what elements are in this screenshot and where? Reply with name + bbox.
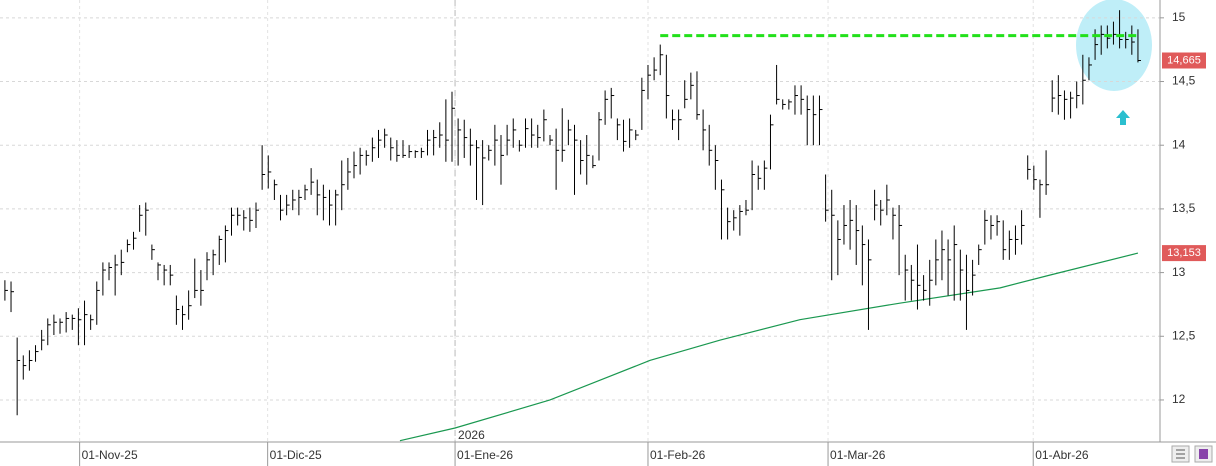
plot-layer bbox=[0, 0, 1160, 442]
y-tick-label: 14,5 bbox=[1172, 74, 1196, 88]
annotation-arrow bbox=[1116, 110, 1130, 125]
y-tick-label: 14 bbox=[1172, 137, 1186, 151]
save-icon bbox=[1199, 449, 1208, 459]
y-tick-label: 15 bbox=[1172, 10, 1186, 24]
moving-average-line bbox=[399, 252, 1139, 442]
y-tick-label: 13,5 bbox=[1172, 201, 1196, 215]
x-tick-label: 01-Dic-25 bbox=[270, 448, 322, 462]
year-label: 2026 bbox=[458, 428, 485, 442]
x-tick-label: 01-Abr-26 bbox=[1035, 448, 1089, 462]
price-label: 13,153 bbox=[1167, 247, 1201, 259]
x-tick-label: 01-Feb-26 bbox=[650, 448, 706, 462]
highlight-ellipse bbox=[1076, 0, 1152, 91]
price-label-box bbox=[1162, 245, 1206, 262]
price-label: 14,665 bbox=[1167, 54, 1201, 66]
y-tick-label: 13 bbox=[1172, 265, 1186, 279]
x-tick-label: 01-Ene-26 bbox=[457, 448, 513, 462]
x-tick-label: 01-Mar-26 bbox=[830, 448, 886, 462]
y-tick-label: 12 bbox=[1172, 392, 1186, 406]
price-label-box bbox=[1162, 52, 1206, 69]
x-tick-label: 01-Nov-25 bbox=[82, 448, 138, 462]
y-tick-label: 12,5 bbox=[1172, 328, 1196, 342]
zoom-icon bbox=[1176, 449, 1185, 459]
